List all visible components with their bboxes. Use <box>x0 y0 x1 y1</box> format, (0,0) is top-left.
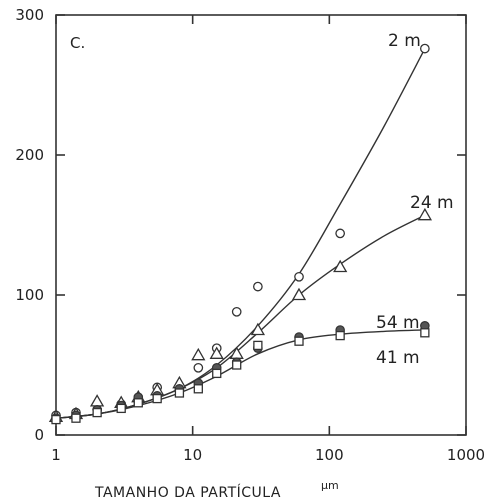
data-point-series-3 <box>420 328 430 338</box>
panel-label: C. <box>70 34 85 52</box>
data-point-series-3 <box>335 330 345 341</box>
axis-ticks: 1 10 100 1000 0 100 200 300 <box>15 6 485 464</box>
data-point-series-0 <box>193 362 204 373</box>
x-axis-unit: µm <box>321 479 339 492</box>
data-point-series-3 <box>116 403 126 414</box>
data-point-series-3 <box>133 398 143 408</box>
data-point-series-3 <box>193 384 203 394</box>
data-point-series-0 <box>294 271 304 282</box>
plot-frame <box>55 14 467 436</box>
data-point-series-1 <box>229 346 244 359</box>
data-point-series-3 <box>71 413 81 423</box>
data-point-series-1 <box>291 287 307 301</box>
y-tick-label: 200 <box>15 146 44 164</box>
series-label-24m: 24 m <box>410 193 454 213</box>
series-label-2m: 2 m <box>388 31 421 51</box>
data-point-series-3 <box>294 336 304 346</box>
x-tick-label: 10 <box>183 446 202 464</box>
x-axis-title: TAMANHO DA PARTÍCULA <box>94 484 281 501</box>
y-tick-label: 300 <box>15 6 44 24</box>
data-point-series-1 <box>417 207 433 221</box>
x-tick-label: 1 <box>51 446 61 464</box>
series-label-54m: 54 m <box>376 313 420 333</box>
data-markers <box>48 43 433 425</box>
data-point-series-3 <box>51 414 61 425</box>
data-point-series-1 <box>209 346 224 359</box>
x-tick-label: 1000 <box>447 446 485 464</box>
data-point-series-1 <box>89 394 105 407</box>
data-point-series-1 <box>191 347 206 361</box>
data-point-series-3 <box>92 407 102 418</box>
series-label-41m: 41 m <box>376 348 420 368</box>
data-point-series-1 <box>250 322 266 336</box>
data-point-series-1 <box>333 259 348 273</box>
x-tick-label: 100 <box>315 446 344 464</box>
data-point-series-0 <box>231 306 242 317</box>
data-point-series-3 <box>232 360 242 370</box>
data-point-series-0 <box>420 43 430 54</box>
y-tick-label: 0 <box>34 426 44 444</box>
y-tick-label: 100 <box>15 286 44 304</box>
data-point-series-3 <box>212 368 222 379</box>
data-point-series-3 <box>152 393 162 404</box>
data-point-series-3 <box>174 388 185 398</box>
data-point-series-0 <box>253 281 263 292</box>
data-point-series-3 <box>253 340 263 351</box>
data-point-series-0 <box>335 228 346 239</box>
fit-curve-series-1 <box>55 214 426 419</box>
